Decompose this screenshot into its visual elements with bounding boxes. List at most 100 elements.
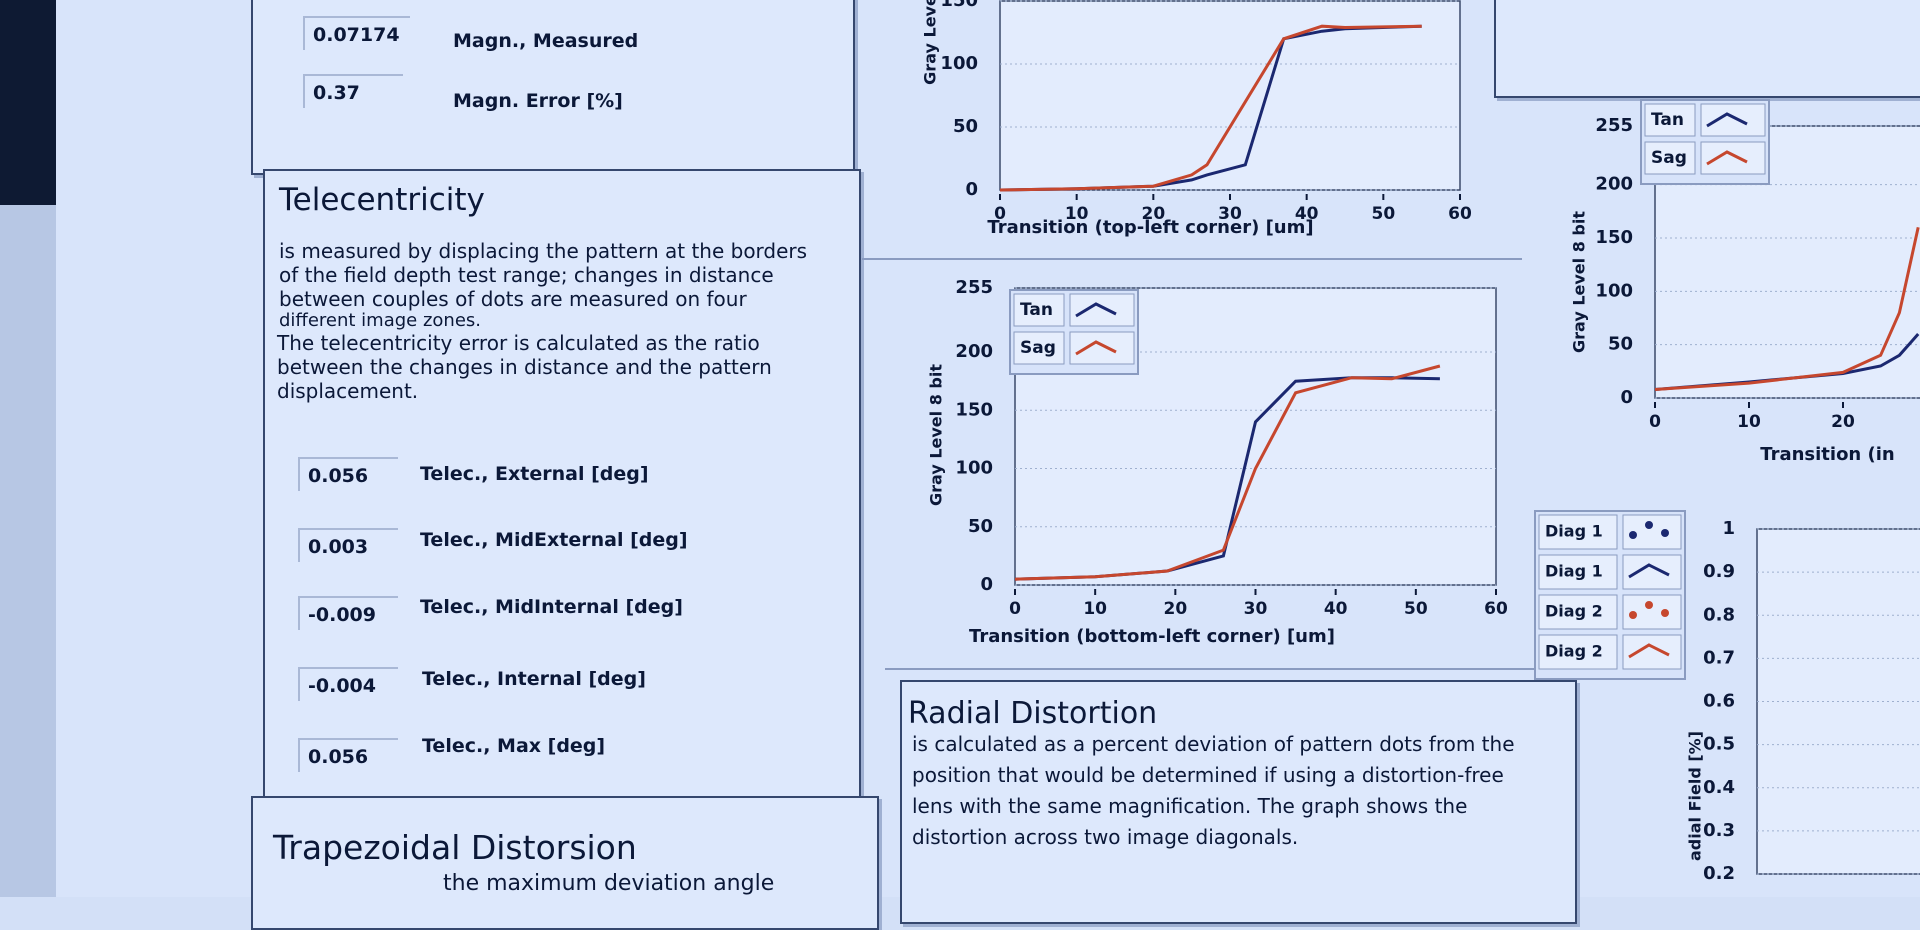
- legend-swatch: [1075, 302, 1117, 318]
- text-line: is calculated as a percent deviation of …: [912, 732, 1515, 756]
- series-line: [999, 24, 1422, 192]
- y-tick-label: 0.6: [1703, 691, 1735, 712]
- text-line: displacement.: [277, 379, 419, 403]
- legend-swatch: [1661, 529, 1669, 537]
- chart: 0.2 0.3 0.4 0.5 0.6 0.7 0.8 0.9 1 adial Field [%]…: [1534, 510, 1920, 884]
- section-title: Telecentricity: [279, 182, 485, 218]
- x-axis-label: Transition (bottom-left corner) [um]: [969, 626, 1335, 647]
- legend-swatch-box: [1069, 331, 1135, 365]
- text-line: is measured by displacing the pattern at…: [279, 239, 808, 263]
- label: Telec., Internal [deg]: [422, 668, 646, 690]
- text-line: lens with the same magnification. The gr…: [912, 794, 1468, 818]
- legend-swatch: [1628, 563, 1670, 579]
- legend-swatch-box: [1622, 634, 1682, 670]
- plot-area: [999, 0, 1461, 191]
- legend-label: Diag 1: [1545, 522, 1603, 541]
- y-tick-label: 50: [1608, 334, 1633, 355]
- text-line: distortion across two image diagonals.: [912, 825, 1299, 849]
- x-tick-label: 60: [1448, 204, 1472, 224]
- y-tick-label: 0.9: [1703, 561, 1735, 582]
- section-title: Trapezoidal Distorsion: [273, 828, 637, 867]
- legend-label: Diag 2: [1545, 602, 1603, 621]
- x-tick-label: 10: [1083, 599, 1107, 619]
- legend-swatch-box: [1622, 514, 1682, 550]
- background-edge: [0, 205, 56, 897]
- x-tick-label: 40: [1295, 204, 1319, 224]
- legend-key-box: [1538, 554, 1618, 590]
- y-tick-label: 0: [965, 179, 978, 200]
- y-axis-label: Gray Level 8 bit: [1570, 211, 1589, 353]
- legend-swatch: [1645, 601, 1653, 609]
- text-line: between couples of dots are measured on …: [279, 287, 747, 311]
- text-line: the maximum deviation angle: [443, 871, 775, 896]
- chart: 0 50 100 150 0 10 20 30 40 50 60 Transition (top-le…: [921, 0, 1472, 238]
- legend-swatch: [1661, 609, 1669, 617]
- y-tick-label: 100: [940, 53, 978, 74]
- legend-swatch-box: [1700, 103, 1766, 137]
- legend-swatch: [1706, 150, 1748, 166]
- label: Telec., Max [deg]: [422, 735, 606, 757]
- radial-panel: Radial Distortion is calculated as a per…: [900, 680, 1577, 924]
- legend-label: Diag 2: [1545, 642, 1603, 661]
- y-tick-label: 200: [1595, 174, 1633, 195]
- value: 0.056: [298, 457, 398, 491]
- legend-key-box: [1013, 331, 1065, 365]
- series-line: [1654, 226, 1920, 391]
- legend-key-box: [1644, 141, 1696, 175]
- text-line: between the changes in distance and the …: [277, 355, 772, 379]
- y-tick-label: 0.2: [1703, 863, 1735, 884]
- legend-swatch: [1629, 611, 1637, 619]
- legend-key-box: [1538, 514, 1618, 550]
- legend-swatch: [1075, 340, 1117, 356]
- value: 0.003: [298, 528, 398, 562]
- y-tick-label: 150: [940, 0, 978, 11]
- x-tick-label: 50: [1371, 204, 1395, 224]
- value: 0.056: [298, 738, 398, 772]
- y-tick-label: 255: [955, 277, 993, 298]
- box: [1494, 0, 1920, 98]
- legend-swatch: [1706, 112, 1748, 128]
- trapezoidal-panel: Trapezoidal Distorsion the maximum devia…: [251, 796, 879, 930]
- legend-label: Sag: [1020, 338, 1056, 358]
- y-axis-label: adial Field [%]: [1686, 731, 1705, 861]
- telecentricity-panel: Telecentricity is measured by displacing…: [263, 169, 861, 812]
- value: 0.37: [303, 74, 403, 108]
- value: -0.004: [298, 667, 398, 701]
- y-tick-label: 0: [1620, 387, 1633, 408]
- y-axis-label: Gray Level 8 bit: [927, 364, 946, 506]
- label: Magn. Error [%]: [453, 90, 623, 112]
- y-tick-label: 150: [1595, 227, 1633, 248]
- legend-label: Sag: [1651, 148, 1687, 168]
- legend-key-box: [1013, 293, 1065, 327]
- x-tick-label: 30: [1244, 599, 1268, 619]
- x-tick-label: 0: [994, 204, 1006, 224]
- y-tick-label: 100: [1595, 280, 1633, 301]
- x-axis-label: Transition (top-left corner) [um]: [987, 217, 1313, 238]
- x-tick-label: 20: [1141, 204, 1165, 224]
- x-tick-label: 10: [1065, 204, 1089, 224]
- legend-label: Tan: [1651, 110, 1684, 130]
- section-title: Radial Distortion: [908, 696, 1158, 731]
- y-tick-label: 100: [955, 458, 993, 479]
- legend-swatch: [1629, 531, 1637, 539]
- label: Telec., MidInternal [deg]: [420, 596, 683, 618]
- x-tick-label: 20: [1831, 412, 1855, 432]
- y-tick-label: 0: [980, 574, 993, 595]
- y-tick-label: 0.7: [1703, 647, 1735, 668]
- legend-swatch-box: [1622, 554, 1682, 590]
- legend-key-box: [1644, 103, 1696, 137]
- separator: [862, 258, 1522, 260]
- text-line: different image zones.: [279, 310, 481, 331]
- y-tick-label: 0.5: [1703, 734, 1735, 755]
- x-tick-label: 30: [1218, 204, 1242, 224]
- series-line: [1014, 364, 1441, 581]
- value: -0.009: [298, 596, 398, 630]
- legend-key-box: [1538, 594, 1618, 630]
- y-tick-label: 50: [968, 516, 993, 537]
- x-axis-label: Transition (in: [1760, 444, 1894, 465]
- value: 0.07174: [303, 16, 410, 50]
- legend-label: Tan: [1020, 300, 1053, 320]
- y-tick-label: 0.3: [1703, 820, 1735, 841]
- legend-swatch: [1645, 521, 1653, 529]
